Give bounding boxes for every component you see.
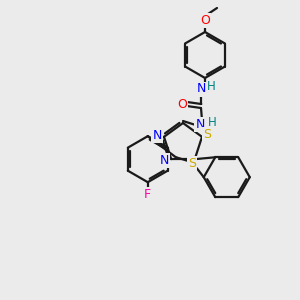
Text: N: N [160, 154, 169, 167]
Text: H: H [207, 80, 215, 94]
Text: N: N [195, 118, 205, 130]
Text: F: F [144, 188, 151, 201]
Text: N: N [196, 82, 206, 95]
Text: O: O [177, 98, 187, 110]
Text: N: N [152, 129, 162, 142]
Text: O: O [200, 14, 210, 26]
Text: H: H [208, 116, 216, 128]
Text: S: S [203, 128, 211, 141]
Text: S: S [188, 157, 196, 170]
